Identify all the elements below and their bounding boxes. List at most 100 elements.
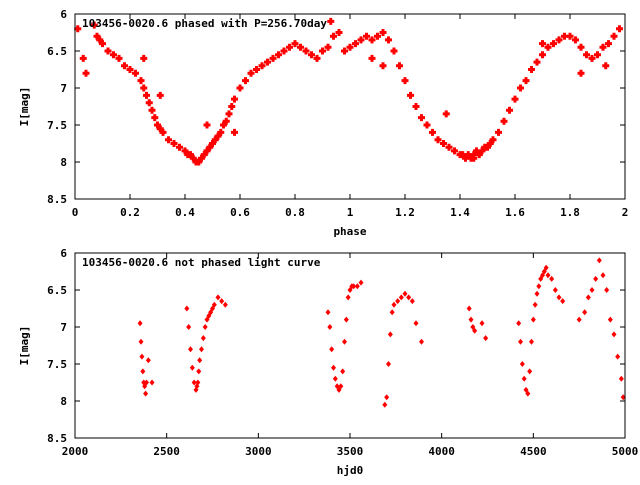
phased-data-point [181,147,189,155]
phased-x-tick-label: 1.4 [450,206,470,219]
phased-data-point [176,143,183,151]
unphased-data-point [389,309,395,316]
unphased-data-point [354,283,360,290]
phased-data-point [429,128,436,136]
phased-data-point [594,51,601,59]
unphased-y-tick-label: 8.5 [47,432,67,445]
phased-x-tick-label: 0.6 [230,206,250,219]
unphased-data-point [145,357,151,364]
phased-data-point [143,91,150,99]
phased-data-point [79,54,87,62]
phased-data-point [533,58,541,66]
unphased-data-point [536,283,542,290]
phased-data-point [368,54,376,62]
phased-y-tick-label: 8 [60,156,67,169]
phased-data-point [577,69,585,77]
unphased-data-point [521,375,527,382]
unphased-data-point [197,357,203,364]
unphased-data-point [384,394,390,401]
phased-data-point [555,36,563,44]
phased-data-point [96,36,104,44]
unphased-data-point [549,275,555,282]
phased-y-tick-label: 6 [60,8,67,21]
unphased-data-point [149,379,155,386]
unphased-data-point [615,353,621,360]
phased-data-point [462,154,469,162]
phased-data-point [599,43,607,51]
phased-x-tick-label: 1 [347,206,354,219]
phased-data-point [445,143,453,151]
unphased-data-point [472,327,478,334]
phased-data-point [506,106,513,114]
phased-data-point [330,32,337,40]
phased-data-point [228,103,236,110]
unphased-data-point [611,331,617,338]
phased-data-point [159,128,167,136]
unphased-data-point [585,294,591,301]
phased-data-point [132,69,139,77]
unphased-axis-ticks: 2000 2500 3000 3500 4000 4500 5000 6 6.5 7 7.5 8 8.5 [47,247,638,458]
unphased-x-tick-label: 5000 [612,445,639,458]
unphased-data-point [331,364,336,371]
unphased-data-point [386,361,391,367]
unphased-data-point [351,283,357,290]
phased-chart-title: 103456-0020.6 phased with P=256.70day [82,17,327,30]
phased-data-point [396,62,403,70]
phased-data-point [464,151,472,159]
unphased-data-point [358,279,364,286]
phased-data-point [242,77,249,85]
phased-data-point [253,66,260,73]
phased-data-point [211,136,219,144]
phased-data-point [110,51,117,59]
phased-data-point [616,25,623,33]
phased-data-point [451,147,458,155]
unphased-data-point [195,379,201,386]
unphased-y-tick-label: 8 [60,395,67,408]
phased-data-point [264,58,271,66]
phased-y-axis-label: I[mag] [18,87,31,127]
phased-data-point [220,121,227,129]
phased-data-point [539,51,546,59]
phased-data-point [335,29,343,36]
unphased-data-point [345,294,351,301]
unphased-data-point [530,316,536,323]
phased-data-point [379,62,387,70]
unphased-data-point [589,287,595,293]
unphased-data-point [327,324,333,330]
phased-data-point [203,121,211,129]
unphased-data-point [139,353,145,360]
phased-data-point [195,158,203,166]
phased-data-point [517,84,524,92]
phased-data-point [470,151,478,159]
unphased-data-point [140,368,146,375]
unphased-data-point [468,316,474,323]
unphased-chart-title: 103456-0020.6 not phased light curve [82,256,321,269]
unphased-x-tick-label: 4000 [428,445,455,458]
phased-y-tick-label: 8.5 [47,193,67,206]
unphased-x-tick-label: 2000 [62,445,89,458]
unphased-data-point [466,305,472,312]
unphased-data-point [560,298,566,305]
unphased-data-point [545,272,551,279]
phased-data-point [269,54,277,62]
phased-data-point [156,125,164,133]
phased-x-tick-label: 0.8 [285,206,305,219]
unphased-y-tick-label: 6 [60,247,67,260]
phased-data-point [170,140,178,147]
phased-data-point [583,51,590,59]
unphased-data-point [409,298,415,305]
phased-data-point [140,84,148,92]
phased-data-point [214,132,222,140]
phased-data-point [104,47,112,55]
phased-data-point [368,36,376,44]
phased-data-point [407,91,414,99]
unphased-data-point [215,294,221,301]
phased-data-point [412,103,420,110]
phased-x-tick-label: 0.2 [120,206,140,219]
phased-data-point [115,54,123,62]
unphased-data-point [529,338,534,345]
phased-data-point [610,32,618,40]
phased-data-point [357,36,365,44]
